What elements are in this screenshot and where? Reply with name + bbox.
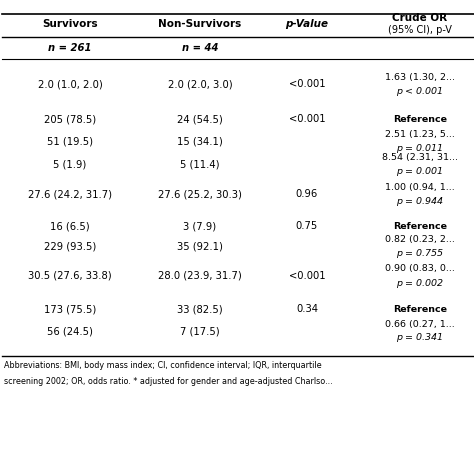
Text: Non-Survivors: Non-Survivors — [158, 19, 242, 29]
Text: 173 (75.5): 173 (75.5) — [44, 304, 96, 314]
Text: <0.001: <0.001 — [289, 79, 325, 89]
Text: 2.0 (1.0, 2.0): 2.0 (1.0, 2.0) — [37, 79, 102, 89]
Text: 7 (17.5): 7 (17.5) — [180, 326, 220, 336]
Text: 0.75: 0.75 — [296, 221, 318, 231]
Text: n = 44: n = 44 — [182, 43, 218, 53]
Text: 16 (6.5): 16 (6.5) — [50, 221, 90, 231]
Text: 229 (93.5): 229 (93.5) — [44, 241, 96, 251]
Text: 33 (82.5): 33 (82.5) — [177, 304, 223, 314]
Text: p = 0.002: p = 0.002 — [396, 279, 444, 288]
Text: 1.63 (1.30, 2...: 1.63 (1.30, 2... — [385, 73, 455, 82]
Text: 0.90 (0.83, 0...: 0.90 (0.83, 0... — [385, 264, 455, 273]
Text: p-Value: p-Value — [285, 19, 328, 29]
Text: 5 (11.4): 5 (11.4) — [180, 159, 220, 169]
Text: screening 2002; OR, odds ratio. * adjusted for gender and age-adjusted Charlso..: screening 2002; OR, odds ratio. * adjust… — [4, 377, 333, 386]
Text: 0.34: 0.34 — [296, 304, 318, 314]
Text: <0.001: <0.001 — [289, 114, 325, 124]
Text: 51 (19.5): 51 (19.5) — [47, 136, 93, 146]
Text: 28.0 (23.9, 31.7): 28.0 (23.9, 31.7) — [158, 271, 242, 281]
Text: p < 0.001: p < 0.001 — [396, 86, 444, 95]
Text: 0.96: 0.96 — [296, 189, 318, 199]
Text: Reference: Reference — [393, 115, 447, 124]
Text: 5 (1.9): 5 (1.9) — [54, 159, 87, 169]
Text: p = 0.001: p = 0.001 — [396, 166, 444, 175]
Text: n = 261: n = 261 — [48, 43, 92, 53]
Text: 205 (78.5): 205 (78.5) — [44, 114, 96, 124]
Text: 56 (24.5): 56 (24.5) — [47, 326, 93, 336]
Text: Abbreviations: BMI, body mass index; CI, confidence interval; IQR, interquartile: Abbreviations: BMI, body mass index; CI,… — [4, 362, 322, 371]
Text: p = 0.944: p = 0.944 — [396, 197, 444, 206]
Text: p = 0.011: p = 0.011 — [396, 144, 444, 153]
Text: 24 (54.5): 24 (54.5) — [177, 114, 223, 124]
Text: 1.00 (0.94, 1...: 1.00 (0.94, 1... — [385, 182, 455, 191]
Text: p = 0.341: p = 0.341 — [396, 334, 444, 343]
Text: 30.5 (27.6, 33.8): 30.5 (27.6, 33.8) — [28, 271, 112, 281]
Text: 27.6 (25.2, 30.3): 27.6 (25.2, 30.3) — [158, 189, 242, 199]
Text: <0.001: <0.001 — [289, 271, 325, 281]
Text: 15 (34.1): 15 (34.1) — [177, 136, 223, 146]
Text: Crude OR: Crude OR — [392, 13, 447, 23]
Text: 27.6 (24.2, 31.7): 27.6 (24.2, 31.7) — [28, 189, 112, 199]
Text: 2.0 (2.0, 3.0): 2.0 (2.0, 3.0) — [168, 79, 232, 89]
Text: 0.66 (0.27, 1...: 0.66 (0.27, 1... — [385, 319, 455, 328]
Text: 8.54 (2.31, 31...: 8.54 (2.31, 31... — [382, 153, 458, 162]
Text: 0.82 (0.23, 2...: 0.82 (0.23, 2... — [385, 235, 455, 244]
Text: p = 0.755: p = 0.755 — [396, 248, 444, 257]
Text: 2.51 (1.23, 5...: 2.51 (1.23, 5... — [385, 129, 455, 138]
Text: Reference: Reference — [393, 304, 447, 313]
Text: 3 (7.9): 3 (7.9) — [183, 221, 217, 231]
Text: (95% CI), p-V: (95% CI), p-V — [388, 25, 452, 35]
Text: 35 (92.1): 35 (92.1) — [177, 241, 223, 251]
Text: Survivors: Survivors — [42, 19, 98, 29]
Text: Reference: Reference — [393, 221, 447, 230]
